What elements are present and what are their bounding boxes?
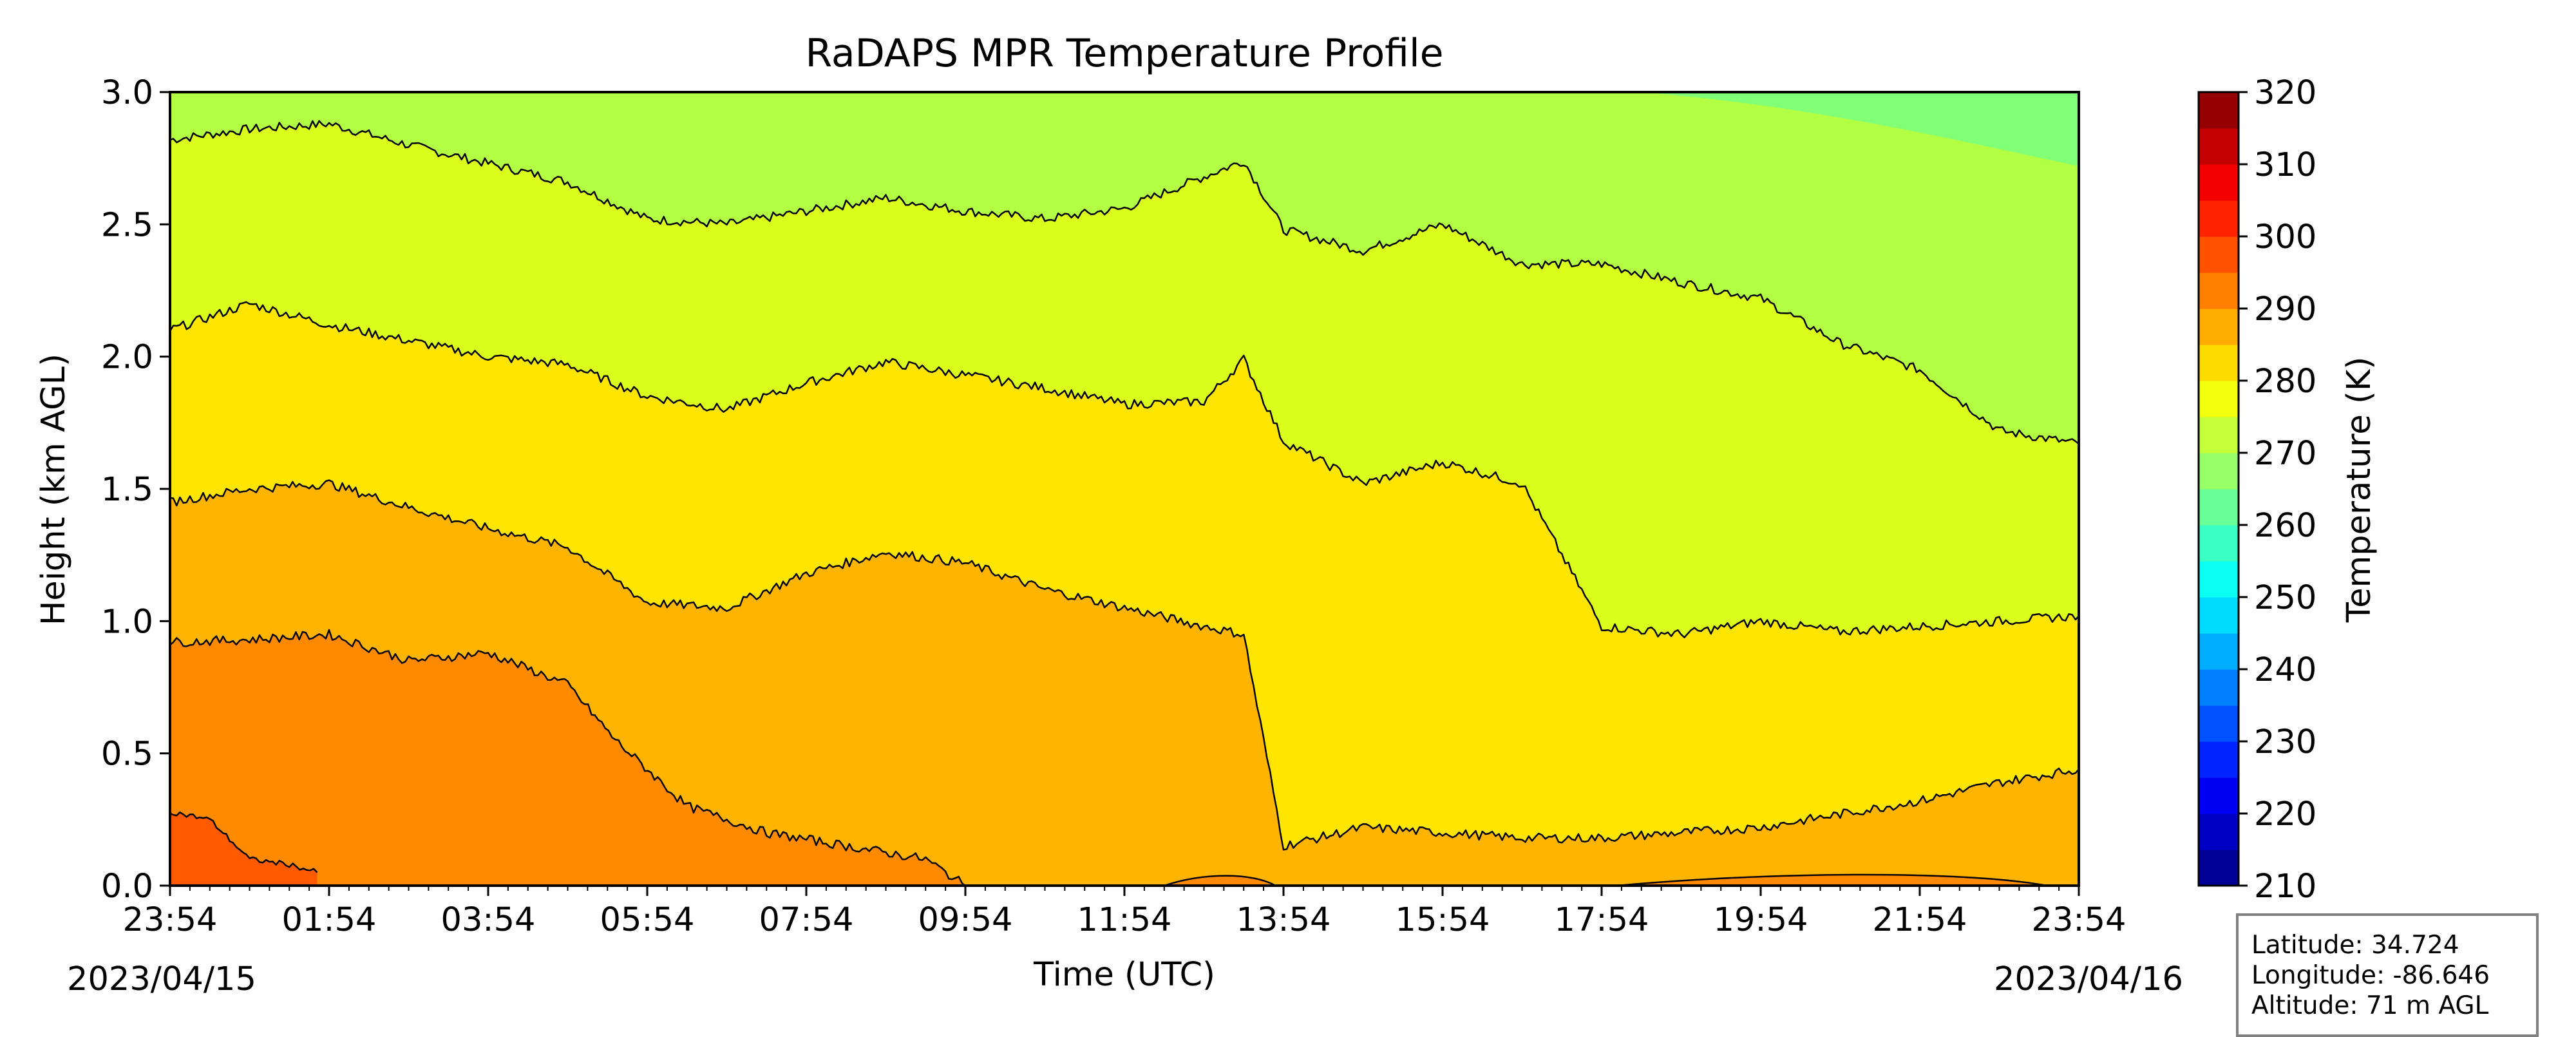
colorbar-tick-label: 270 [2254, 435, 2316, 473]
colorbar-segment [2199, 489, 2239, 526]
colorbar-tick-label: 280 [2254, 363, 2316, 401]
band-270-275 [1641, 92, 2079, 166]
colorbar-segment [2199, 741, 2239, 778]
colorbar-segment [2199, 417, 2239, 453]
colorbar-segment [2199, 777, 2239, 814]
colorbar-tick-label: 210 [2254, 868, 2316, 906]
y-tick-label: 3.0 [101, 74, 153, 112]
colorbar-segment [2199, 850, 2239, 886]
plot-area [170, 92, 2079, 886]
colorbar-segment [2199, 236, 2239, 273]
colorbar-segment [2199, 813, 2239, 850]
latitude-text: Latitude: 34.724 [2251, 931, 2459, 960]
x-tick-label: 19:54 [1714, 901, 1808, 939]
x-tick-label: 23:54 [123, 901, 218, 939]
colorbar-segment [2199, 92, 2239, 129]
colorbar-segment [2199, 705, 2239, 742]
colorbar-tick-label: 260 [2254, 507, 2316, 545]
colorbar-segment [2199, 381, 2239, 417]
x-tick-label: 07:54 [759, 901, 854, 939]
colorbar-label: Temperature (K) [2340, 357, 2378, 623]
y-tick-label: 2.5 [101, 206, 153, 244]
x-tick-label: 15:54 [1396, 901, 1490, 939]
contour-pocket-evening [1617, 873, 2047, 886]
colorbar-segment [2199, 525, 2239, 562]
contour-iso-285 [170, 479, 2079, 851]
x-axis-label: Time (UTC) [1033, 956, 1215, 994]
colorbar-tick-label: 230 [2254, 723, 2316, 761]
colorbar-frame [2197, 91, 2240, 887]
band-300-305 [170, 812, 317, 886]
x-tick-label: 09:54 [918, 901, 1013, 939]
x-tick-label: 11:54 [1077, 901, 1172, 939]
colorbar-segment [2199, 309, 2239, 345]
station-info-box: Latitude: 34.724 Longitude: -86.646 Alti… [2236, 913, 2539, 1037]
y-axis: 0.0 0.5 1.0 1.5 2.0 2.5 3.0 [101, 74, 170, 906]
colorbar: 210 220 230 240 250 260 270 280 290 300 310 320 [2197, 74, 2316, 906]
colorbar-tick-label: 300 [2254, 218, 2316, 256]
colorbar-segment [2199, 561, 2239, 598]
y-tick-label: 1.5 [101, 471, 153, 509]
colorbar-segment [2199, 597, 2239, 634]
colorbar-segment [2199, 669, 2239, 706]
x-tick-label: 03:54 [441, 901, 536, 939]
colorbar-tick-label: 240 [2254, 651, 2316, 689]
y-tick-label: 1.0 [101, 603, 153, 641]
colorbar-tick-label: 250 [2254, 579, 2316, 617]
longitude-text: Longitude: -86.646 [2251, 961, 2490, 990]
contour-iso-290 [170, 629, 966, 886]
colorbar-segment [2199, 128, 2239, 165]
colorbar-tick-label: 220 [2254, 795, 2316, 833]
y-axis-label: Height (km AGL) [35, 354, 73, 625]
contour-iso-295 [170, 811, 318, 873]
contour-iso-280 [170, 301, 2079, 638]
chart-title: RaDAPS MPR Temperature Profile [805, 31, 1443, 76]
x-tick-label: 17:54 [1555, 901, 1649, 939]
colorbar-tick-label: 310 [2254, 146, 2316, 184]
end-date: 2023/04/16 [1994, 960, 2183, 998]
altitude-text: Altitude: 71 m AGL [2251, 991, 2489, 1020]
y-tick-label: 2.0 [101, 339, 153, 377]
colorbar-segment [2199, 164, 2239, 201]
x-tick-label: 01:54 [282, 901, 377, 939]
x-tick-label: 13:54 [1236, 901, 1331, 939]
start-date: 2023/04/15 [67, 960, 256, 998]
colorbar-segment [2199, 200, 2239, 237]
colorbar-segment [2199, 272, 2239, 309]
contour-iso-275 [170, 120, 2079, 445]
x-axis: 23:54 01:54 03:54 05:54 07:54 09:54 11:54 13:54… [123, 886, 2126, 939]
contour-pocket-midday [1164, 875, 1276, 886]
y-tick-label: 0.5 [101, 736, 153, 774]
colorbar-tick-label: 320 [2254, 74, 2316, 112]
band-295-300 [170, 629, 965, 886]
x-tick-label: 05:54 [600, 901, 695, 939]
y-tick-label: 0.0 [101, 868, 153, 906]
colorbar-segment [2199, 453, 2239, 490]
colorbar-tick-label: 290 [2254, 290, 2316, 328]
colorbar-segment [2199, 633, 2239, 670]
x-tick-label: 23:54 [2032, 901, 2126, 939]
x-tick-label: 21:54 [1873, 901, 1967, 939]
colorbar-segment [2199, 345, 2239, 381]
